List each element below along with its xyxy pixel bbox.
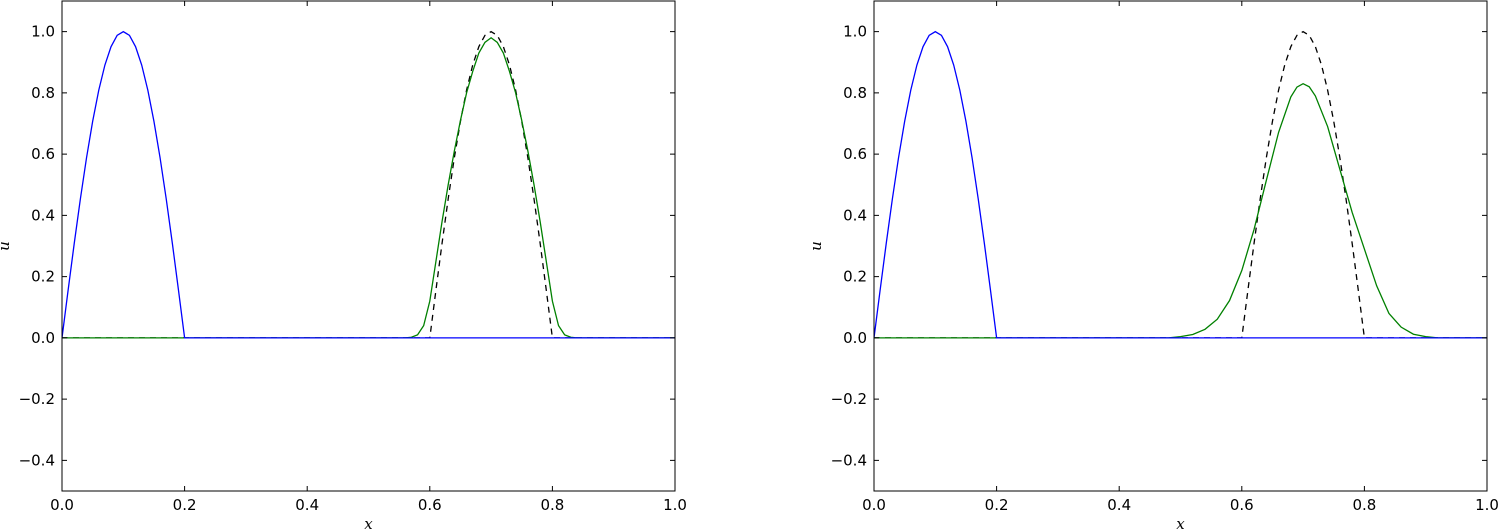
y-tick-label: 0.4 — [843, 206, 867, 224]
x-tick-label: 0.2 — [173, 496, 197, 514]
subplot-2: 0.0 0.2 0.4 0.6 0.8 1.0 −0.4 −0.2 0.0 0.2 0.4 0.6 0.… — [807, 0, 1499, 531]
x-tick-label: 0.8 — [1352, 496, 1376, 514]
x-tick-label: 0.8 — [540, 496, 564, 514]
y-tick-label: −0.2 — [19, 390, 55, 408]
y-axis-label: u — [0, 241, 13, 251]
series-line-1 — [874, 82, 1487, 339]
series-line-2 — [62, 30, 675, 339]
x-tick-label: 0.6 — [418, 496, 442, 514]
y-tick-label: 0.2 — [843, 268, 867, 286]
y-tick-label: 0.8 — [843, 84, 867, 102]
y-tick-label: 0.2 — [31, 268, 55, 286]
x-axis-label: x — [1176, 515, 1185, 531]
y-tick-label: 0.6 — [843, 145, 867, 163]
axes-frame — [873, 0, 1488, 492]
series-line-2 — [874, 30, 1487, 339]
x-tick-label: 1.0 — [663, 496, 687, 514]
series-line-0 — [62, 30, 675, 339]
y-tick-label: 1.0 — [31, 23, 55, 41]
subplot-1: 0.0 0.2 0.4 0.6 0.8 1.0 −0.4 −0.2 0.0 0.2 0.4 0.6 0.… — [0, 0, 687, 531]
y-axis-label: u — [807, 241, 825, 251]
x-tick-label: 1.0 — [1475, 496, 1499, 514]
y-tick-label: 0.0 — [843, 329, 867, 347]
y-tick-label: 0.0 — [31, 329, 55, 347]
x-tick-label: 0.2 — [985, 496, 1009, 514]
y-tick-label: 0.4 — [31, 206, 55, 224]
series-line-0 — [874, 30, 1487, 339]
y-tick-label: −0.2 — [831, 390, 867, 408]
series-line-1 — [62, 36, 675, 339]
x-tick-label: 0.4 — [1107, 496, 1131, 514]
y-tick-label: −0.4 — [831, 451, 867, 469]
y-tick-label: −0.4 — [19, 451, 55, 469]
x-tick-label: 0.6 — [1230, 496, 1254, 514]
x-tick-label: 0.0 — [50, 496, 74, 514]
x-tick-label: 0.4 — [295, 496, 319, 514]
axes-frame — [61, 0, 676, 492]
x-tick-label: 0.0 — [862, 496, 886, 514]
y-tick-label: 0.6 — [31, 145, 55, 163]
x-axis-label: x — [364, 515, 373, 531]
y-tick-label: 0.8 — [31, 84, 55, 102]
y-tick-label: 1.0 — [843, 23, 867, 41]
